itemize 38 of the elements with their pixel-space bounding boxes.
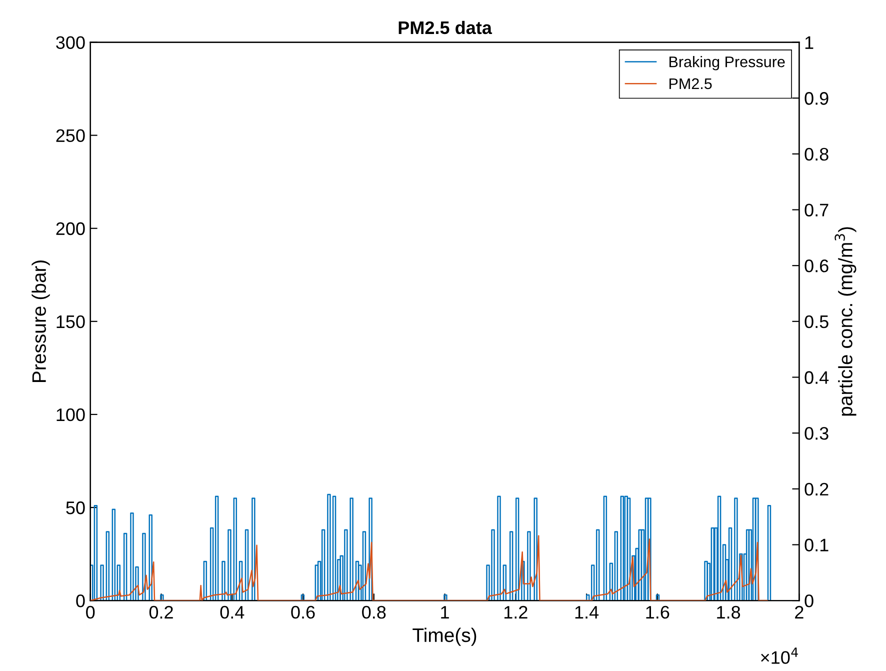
x-tick-label: 1.8 <box>717 606 740 619</box>
x-tick-label: 0.2 <box>149 606 173 619</box>
y-tick-label: 150 <box>56 315 85 328</box>
y-tick-label: 0 <box>76 594 85 608</box>
legend-label: Braking Pressure <box>670 56 785 70</box>
x-tick-label: 0 <box>86 606 95 619</box>
legend-label: PM2.5 <box>670 78 712 90</box>
y-tick-label: 100 <box>56 408 85 422</box>
y2-tick-label: 0.3 <box>804 427 828 440</box>
y2-tick-label: 0.7 <box>804 204 828 216</box>
y2-tick-label: 0 <box>804 594 814 608</box>
x-tick-label: 1 <box>441 606 449 618</box>
y-tick-label: 250 <box>56 129 85 142</box>
y2-tick-label: 0.8 <box>804 148 828 161</box>
x-tick-label: 0.4 <box>220 606 244 619</box>
x-tick-label: 1.2 <box>504 606 528 618</box>
line-series <box>90 494 772 601</box>
y2-tick-label: 0.5 <box>804 315 828 328</box>
y-tick-label: 300 <box>56 36 85 49</box>
x-tick-label: 2 <box>795 606 804 618</box>
y2-tick-label: 0.2 <box>804 482 828 496</box>
y2-tick-label: 0.4 <box>804 371 829 384</box>
x-tick-label: 0.6 <box>291 606 315 619</box>
y2-tick-label: 0.9 <box>804 92 828 105</box>
x-tick-label: 1.4 <box>575 606 599 618</box>
text: ×10$^{4}$ <box>761 648 798 664</box>
y2-tick-label: 0.6 <box>804 260 828 272</box>
y-axis-title: Pressure (bar) <box>32 260 50 382</box>
y-tick-label: 50 <box>66 501 85 514</box>
chart-title: PM2.5 data <box>398 20 492 34</box>
x-tick-label: 0.8 <box>362 606 386 619</box>
line-series <box>90 535 768 601</box>
y2-tick-label: 1 <box>805 36 814 49</box>
y2-axis-title: particle conc. (mg/m$^{3}$) <box>834 227 856 416</box>
y2-tick-label: 0.1 <box>804 538 828 552</box>
x-tick-label: 1.6 <box>646 606 670 619</box>
y-tick-label: 200 <box>56 222 85 236</box>
x-axis-title: Time(s) <box>412 628 476 646</box>
